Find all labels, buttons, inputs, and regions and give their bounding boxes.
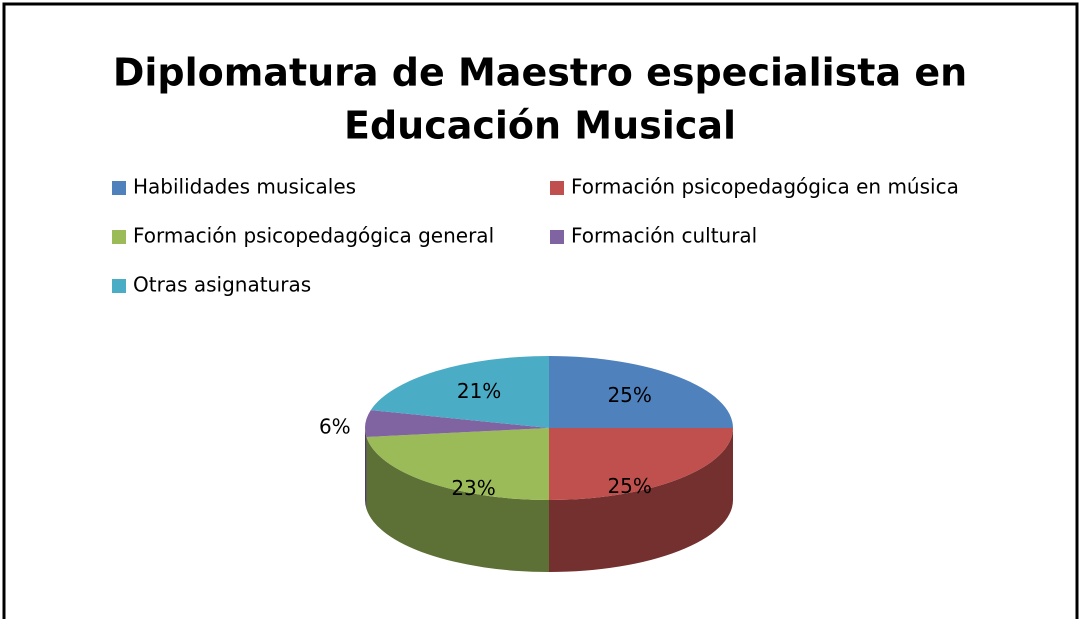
legend-swatch	[112, 230, 126, 244]
legend-swatch	[112, 279, 126, 293]
data-label: 25%	[607, 474, 651, 498]
data-label: 6%	[319, 415, 351, 439]
legend-swatch	[550, 181, 564, 195]
data-label: 21%	[457, 379, 501, 403]
legend-label: Formación cultural	[571, 224, 757, 248]
legend-swatch	[550, 230, 564, 244]
legend-label: Habilidades musicales	[133, 175, 356, 199]
chart-title: Diplomatura de Maestro especialista en	[113, 51, 967, 95]
data-label: 23%	[451, 476, 495, 500]
slice-side	[365, 428, 367, 510]
slice	[370, 356, 549, 428]
chart-title: Educación Musical	[344, 104, 736, 148]
legend-label: Formación psicopedagógica general	[133, 224, 494, 248]
slice-side	[366, 437, 549, 572]
legend-label: Otras asignaturas	[133, 273, 311, 297]
slice	[549, 428, 733, 500]
legend-swatch	[112, 181, 126, 195]
legend-label: Formación psicopedagógica en música	[571, 175, 959, 199]
slice	[365, 410, 549, 438]
slice	[549, 356, 733, 428]
data-label: 25%	[607, 383, 651, 407]
slice-side	[549, 428, 733, 572]
slice	[366, 428, 549, 500]
